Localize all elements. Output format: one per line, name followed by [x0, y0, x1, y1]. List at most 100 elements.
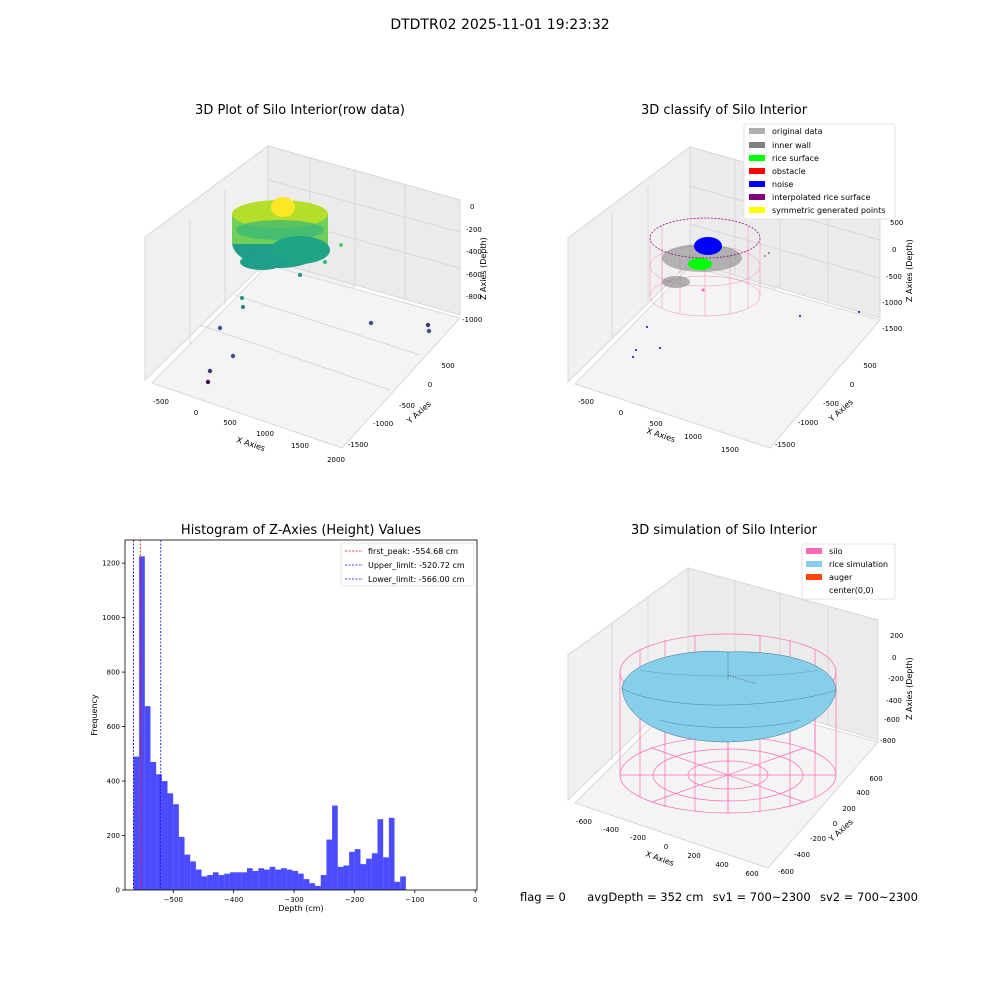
simulation-x-label: X Axies — [644, 849, 675, 868]
legend-label: noise — [772, 180, 793, 189]
histogram-bar — [184, 854, 191, 890]
histogram-y-label: Frequency — [90, 694, 99, 736]
simulation-y-tick: 400 — [856, 789, 869, 797]
raw-axes-box — [143, 145, 462, 449]
histogram-bar — [207, 875, 213, 890]
simulation-x-tick: -400 — [603, 826, 619, 834]
legend-label: Upper_limit: -520.72 cm — [368, 561, 465, 570]
raw-z-tick: -400 — [466, 248, 482, 256]
histogram-bar — [218, 875, 225, 890]
histogram-bar — [315, 885, 321, 890]
histogram-bar — [133, 756, 140, 890]
histogram-bar — [400, 876, 406, 890]
raw-x-tick: -500 — [153, 398, 169, 406]
raw-point-cloud — [232, 197, 330, 270]
simulation-z-tick: 0 — [892, 654, 896, 662]
raw-x-tick: 2000 — [327, 456, 345, 464]
raw-plot-title: 3D Plot of Silo Interior(row data) — [195, 103, 405, 118]
classify-y-tick: -500 — [823, 400, 839, 408]
simulation-y-label: Y Axies — [827, 817, 855, 844]
histogram-bar — [252, 870, 259, 890]
histogram-bar — [178, 836, 185, 890]
histogram-x-tick-label: 0 — [473, 896, 477, 904]
histogram-bar — [298, 873, 304, 890]
legend-label: auger — [829, 573, 853, 582]
simulation-x-tick: 200 — [687, 852, 700, 860]
histogram-bar — [144, 706, 151, 890]
legend-label: obstacle — [772, 167, 806, 176]
histogram-y-tick-label: 800 — [107, 669, 120, 677]
histogram-y-tick-label: 400 — [107, 778, 120, 786]
histogram-bar — [394, 881, 401, 890]
simulation-plot-title: 3D simulation of Silo Interior — [631, 523, 817, 538]
classify-x-tick: 500 — [649, 420, 662, 428]
footer-status: flag = 0 avgDepth = 352 cm sv1 = 700~230… — [520, 890, 918, 904]
classify-3d-plot: original data inner wall rice surface ob… — [566, 123, 914, 454]
legend-swatch — [806, 561, 822, 567]
histogram-bar — [354, 849, 361, 890]
histogram-frame — [124, 539, 478, 891]
simulation-x-tick: 600 — [745, 870, 758, 878]
histogram-bar — [320, 875, 327, 890]
raw-z-tick: 0 — [470, 203, 474, 211]
histogram-legend: first_peak: -554.68 cm Upper_limit: -520… — [340, 542, 475, 587]
classify-z-tick: 0 — [892, 246, 896, 254]
simulation-y-tick: 0 — [833, 820, 837, 828]
legend-label: rice surface — [772, 154, 819, 163]
simulation-y-tick: 600 — [869, 775, 882, 783]
histogram-bar — [195, 869, 202, 890]
simulation-z-tick: -800 — [880, 737, 896, 745]
raw-3d-plot: -500 0 500 1000 1500 2000 500 0 -500 -10… — [143, 145, 488, 464]
histogram-title: Histogram of Z-Axies (Height) Values — [180, 523, 422, 538]
legend-label: inner wall — [772, 141, 811, 150]
histogram-x-tick-label: −500 — [164, 896, 183, 904]
classify-tick-labels: -500 0 500 1000 1500 500 0 -500 -1000 -1… — [578, 219, 903, 454]
raw-y-tick: -1500 — [348, 441, 368, 449]
histogram-y-tick-label: 1000 — [102, 614, 120, 622]
histogram-bar — [201, 876, 208, 890]
simulation-z-tick: -400 — [886, 697, 902, 705]
legend-label: silo — [829, 547, 843, 556]
histogram-bar — [139, 556, 145, 890]
histogram-x-label: Depth (cm) — [278, 904, 323, 913]
legend-label: interpolated rice surface — [772, 193, 870, 202]
legend-label: rice simulation — [829, 560, 888, 569]
histogram-bar — [332, 805, 338, 890]
histogram-x-tick-label: −100 — [405, 896, 424, 904]
raw-z-tick: -800 — [466, 293, 482, 301]
histogram-bar — [281, 868, 287, 890]
histogram-x-tick-label: −200 — [345, 896, 364, 904]
legend-swatch — [749, 181, 765, 187]
classify-y-tick: 500 — [863, 362, 876, 370]
legend-swatch — [749, 194, 765, 200]
simulation-z-tick: -200 — [888, 675, 904, 683]
histogram-bar — [360, 864, 367, 890]
classify-z-label: Z Axies (Depth) — [905, 239, 914, 302]
raw-z-tick: -600 — [466, 271, 482, 279]
simulation-y-tick: -200 — [810, 835, 826, 843]
histogram-bar — [286, 869, 293, 890]
histogram-bar — [377, 819, 384, 890]
histogram-y-tick-label: 1200 — [102, 560, 120, 568]
simulation-x-tick: -200 — [630, 834, 646, 842]
classify-y-tick: 0 — [850, 381, 854, 389]
classify-plot-title: 3D classify of Silo Interior — [640, 103, 808, 118]
classify-legend: original data inner wall rice surface ob… — [743, 123, 896, 220]
histogram-bar — [326, 839, 333, 890]
histogram-bar — [275, 869, 282, 890]
simulation-x-tick: 0 — [664, 843, 668, 851]
histogram-bar — [235, 872, 242, 890]
simulation-3d-plot: silo rice simulation auger center(0,0) -… — [566, 543, 914, 878]
simulation-x-tick: -600 — [576, 818, 592, 826]
histogram-bar — [150, 761, 157, 890]
histogram-y-tick-label: 0 — [116, 887, 120, 895]
histogram-y-tick-label: 200 — [107, 832, 120, 840]
classify-x-label: X Axies — [645, 426, 676, 444]
histogram-bar — [161, 781, 168, 890]
histogram-bar — [292, 870, 299, 890]
histogram-bar — [167, 793, 174, 890]
histogram-bar — [212, 872, 219, 890]
histogram-bar — [241, 872, 247, 890]
legend-swatch — [749, 142, 765, 148]
classify-y-tick: -1500 — [775, 441, 795, 449]
